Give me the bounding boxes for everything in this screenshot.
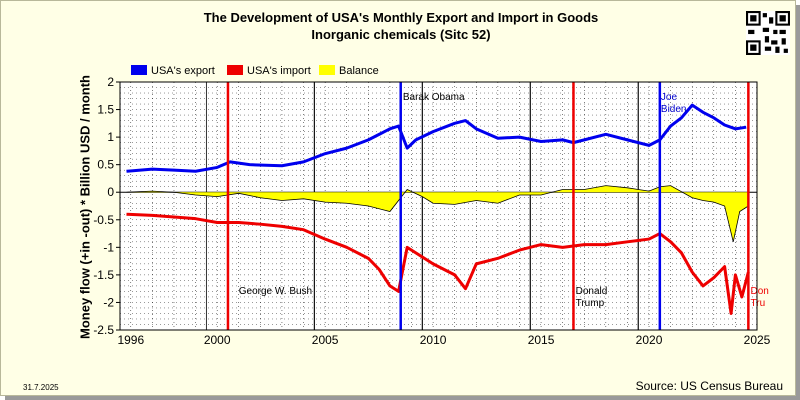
plot-area [119,81,758,331]
chart-title-line2: Inorganic chemicals (Sitc 52) [311,27,491,42]
chart-title: The Development of USA's Monthly Export … [1,9,800,43]
president-label-0: George W. Bush [239,286,312,297]
president-label-3: Joe Biden [661,92,687,115]
legend-item-balance: Balance [319,65,379,77]
legend-item-import: USA's import [227,65,311,77]
legend-item-export: USA's export [131,65,215,77]
series-line-import [126,212,750,315]
chart-title-line1: The Development of USA's Monthly Export … [203,10,599,25]
president-label-4: Don Tru [751,286,769,309]
y-tick-label: -2.5 [93,323,114,337]
president-label-1: Barak Obama [403,92,465,103]
series-line-export [126,103,747,173]
x-tick-label: 2020 [636,333,663,347]
y-tick-label: 1 [107,130,114,144]
x-tick-label: 2005 [312,333,339,347]
legend-swatch-balance [319,65,335,75]
y-tick-label: 0 [107,185,114,199]
x-tick-label: 2025 [744,333,771,347]
y-tick-label: 0.5 [97,158,114,172]
legend-swatch-export [131,65,147,75]
y-tick-label: -1.5 [93,268,114,282]
y-tick-label: -2 [103,295,114,309]
x-tick-label: 2010 [420,333,447,347]
y-tick-label: 1.5 [97,103,114,117]
x-tick-label: 2015 [528,333,555,347]
source-note: Source: US Census Bureau [635,379,783,393]
y-tick-label: 2 [107,75,114,89]
y-tick-label: -1 [103,240,114,254]
legend-swatch-import [227,65,243,75]
qr-code-icon [746,11,790,55]
series-line-balance-outline [126,185,749,242]
x-tick-label: 2000 [204,333,231,347]
president-label-2: Donald Trump [576,286,608,309]
series-area-balance [126,185,749,242]
plot-border [119,81,758,331]
y-tick-label: -0.5 [93,213,114,227]
x-tick-label: 1996 [117,333,144,347]
date-stamp: 31.7.2025 [23,383,59,392]
